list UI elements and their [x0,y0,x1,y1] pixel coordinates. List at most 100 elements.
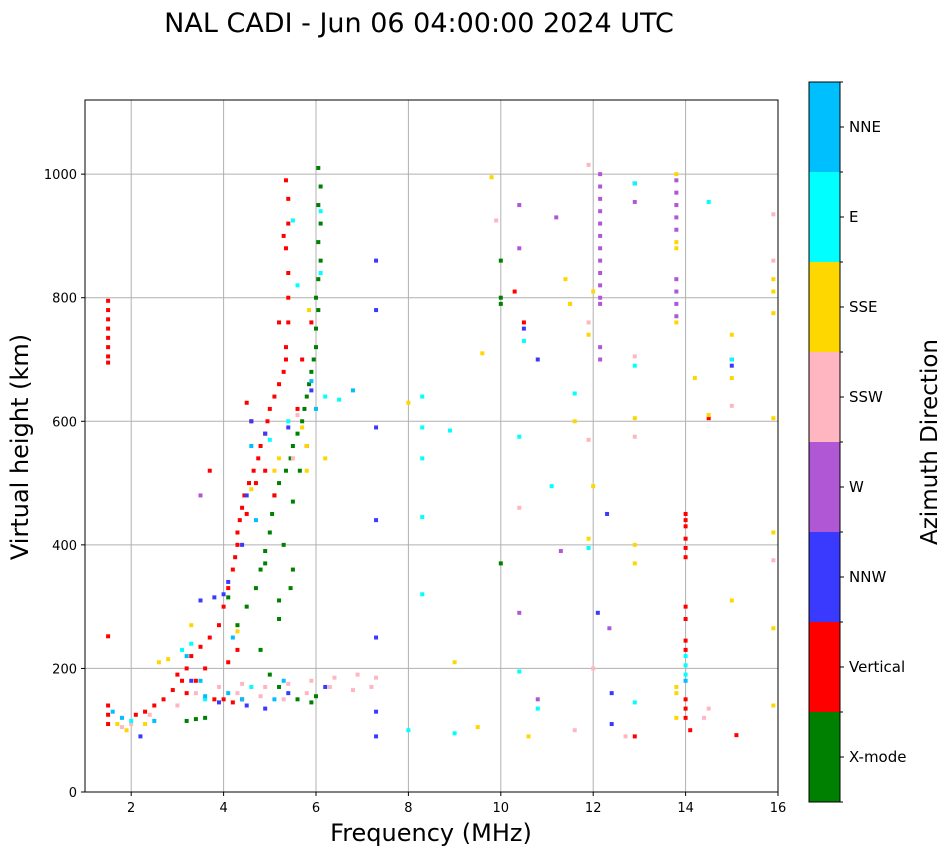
point-x-mode [316,308,321,313]
point-nnw [374,308,379,313]
point-e [420,515,425,520]
point-vertical [683,524,688,529]
point-vertical [161,697,166,702]
point-vertical [683,617,688,621]
data-points [106,162,776,739]
point-ssw [332,675,337,680]
point-ssw [304,691,309,696]
point-vertical [106,360,111,365]
point-vertical [688,728,693,733]
point-w [674,190,679,195]
point-x-mode [316,277,321,282]
point-vertical [286,320,291,325]
point-w [598,221,603,226]
point-vertical [512,289,517,294]
point-vertical [240,505,245,510]
point-e [683,654,688,659]
x-tick-label: 16 [770,801,787,816]
point-x-mode [235,623,240,628]
point-w [598,209,603,214]
point-w [607,626,612,631]
point-nnw [374,258,379,263]
point-e [420,456,425,461]
point-vertical [226,586,231,591]
point-vertical [106,345,111,350]
point-vertical [683,638,688,643]
point-vertical [106,317,111,322]
point-e [420,394,425,399]
point-nne [198,678,203,683]
point-w [674,289,679,294]
point-e [420,592,425,597]
point-vertical [235,530,240,535]
point-vertical [283,357,288,362]
colorbar-segment-vertical [809,622,840,712]
point-vertical [143,709,148,714]
point-w [598,233,603,238]
point-ssw [240,681,245,686]
point-x-mode [316,165,321,170]
point-x-mode [302,406,307,411]
point-nnw [189,678,194,683]
point-vertical [267,406,272,411]
point-x-mode [277,684,282,689]
point-vertical [244,400,249,405]
point-nne [226,691,231,696]
point-vertical [106,722,111,727]
point-sse [272,468,277,473]
colorbar-label-ssw: SSW [849,388,883,406]
point-ssw [119,725,124,730]
point-x-mode [290,567,295,572]
point-sse [771,289,776,294]
colorbar-segment-sse [809,262,840,352]
point-w [598,271,603,275]
point-w [598,172,603,177]
point-sse [771,703,776,708]
colorbar-label-x-mode: X-mode [849,748,906,766]
point-x-mode [263,561,268,566]
point-sse [235,629,240,634]
point-x-mode [288,586,293,591]
point-w [674,215,679,220]
x-tick-label: 8 [404,801,412,816]
point-vertical [193,678,198,683]
point-nnw [216,700,221,705]
point-sse [249,487,254,492]
point-nnw [286,691,291,696]
point-sse [563,277,568,282]
point-e [729,357,734,362]
point-vertical [106,326,111,331]
colorbar-label-sse: SSE [849,298,878,316]
point-vertical [233,555,238,560]
point-vertical [683,604,688,609]
colorbar-segment-e [809,172,840,262]
point-ssw [771,558,776,563]
point-ssw [632,434,637,439]
point-sse [692,376,697,381]
colorbar: X-mode Vertical NNW W SSW SSE E NNE [809,81,906,803]
point-nne [350,388,355,393]
point-vertical [106,703,111,708]
colorbar-label-vertical: Vertical [849,658,905,676]
point-e [180,647,185,652]
point-vertical [198,644,203,649]
point-sse [489,175,494,180]
point-nne [281,678,286,683]
point-w [598,246,603,251]
point-w [598,184,603,189]
point-ssw [771,212,776,217]
point-nnw [521,326,526,331]
point-x-mode [203,715,208,720]
colorbar-label-w: W [849,478,864,496]
point-nnw [244,493,249,498]
point-w [674,178,679,183]
point-w [554,215,559,220]
point-ssw [350,688,355,693]
colorbar-segment-nne [809,82,840,172]
point-x-mode [258,567,263,572]
point-ssw [771,258,776,263]
plot-area [85,100,778,792]
x-tick-label: 4 [219,801,227,816]
x-tick-label: 12 [585,801,602,816]
